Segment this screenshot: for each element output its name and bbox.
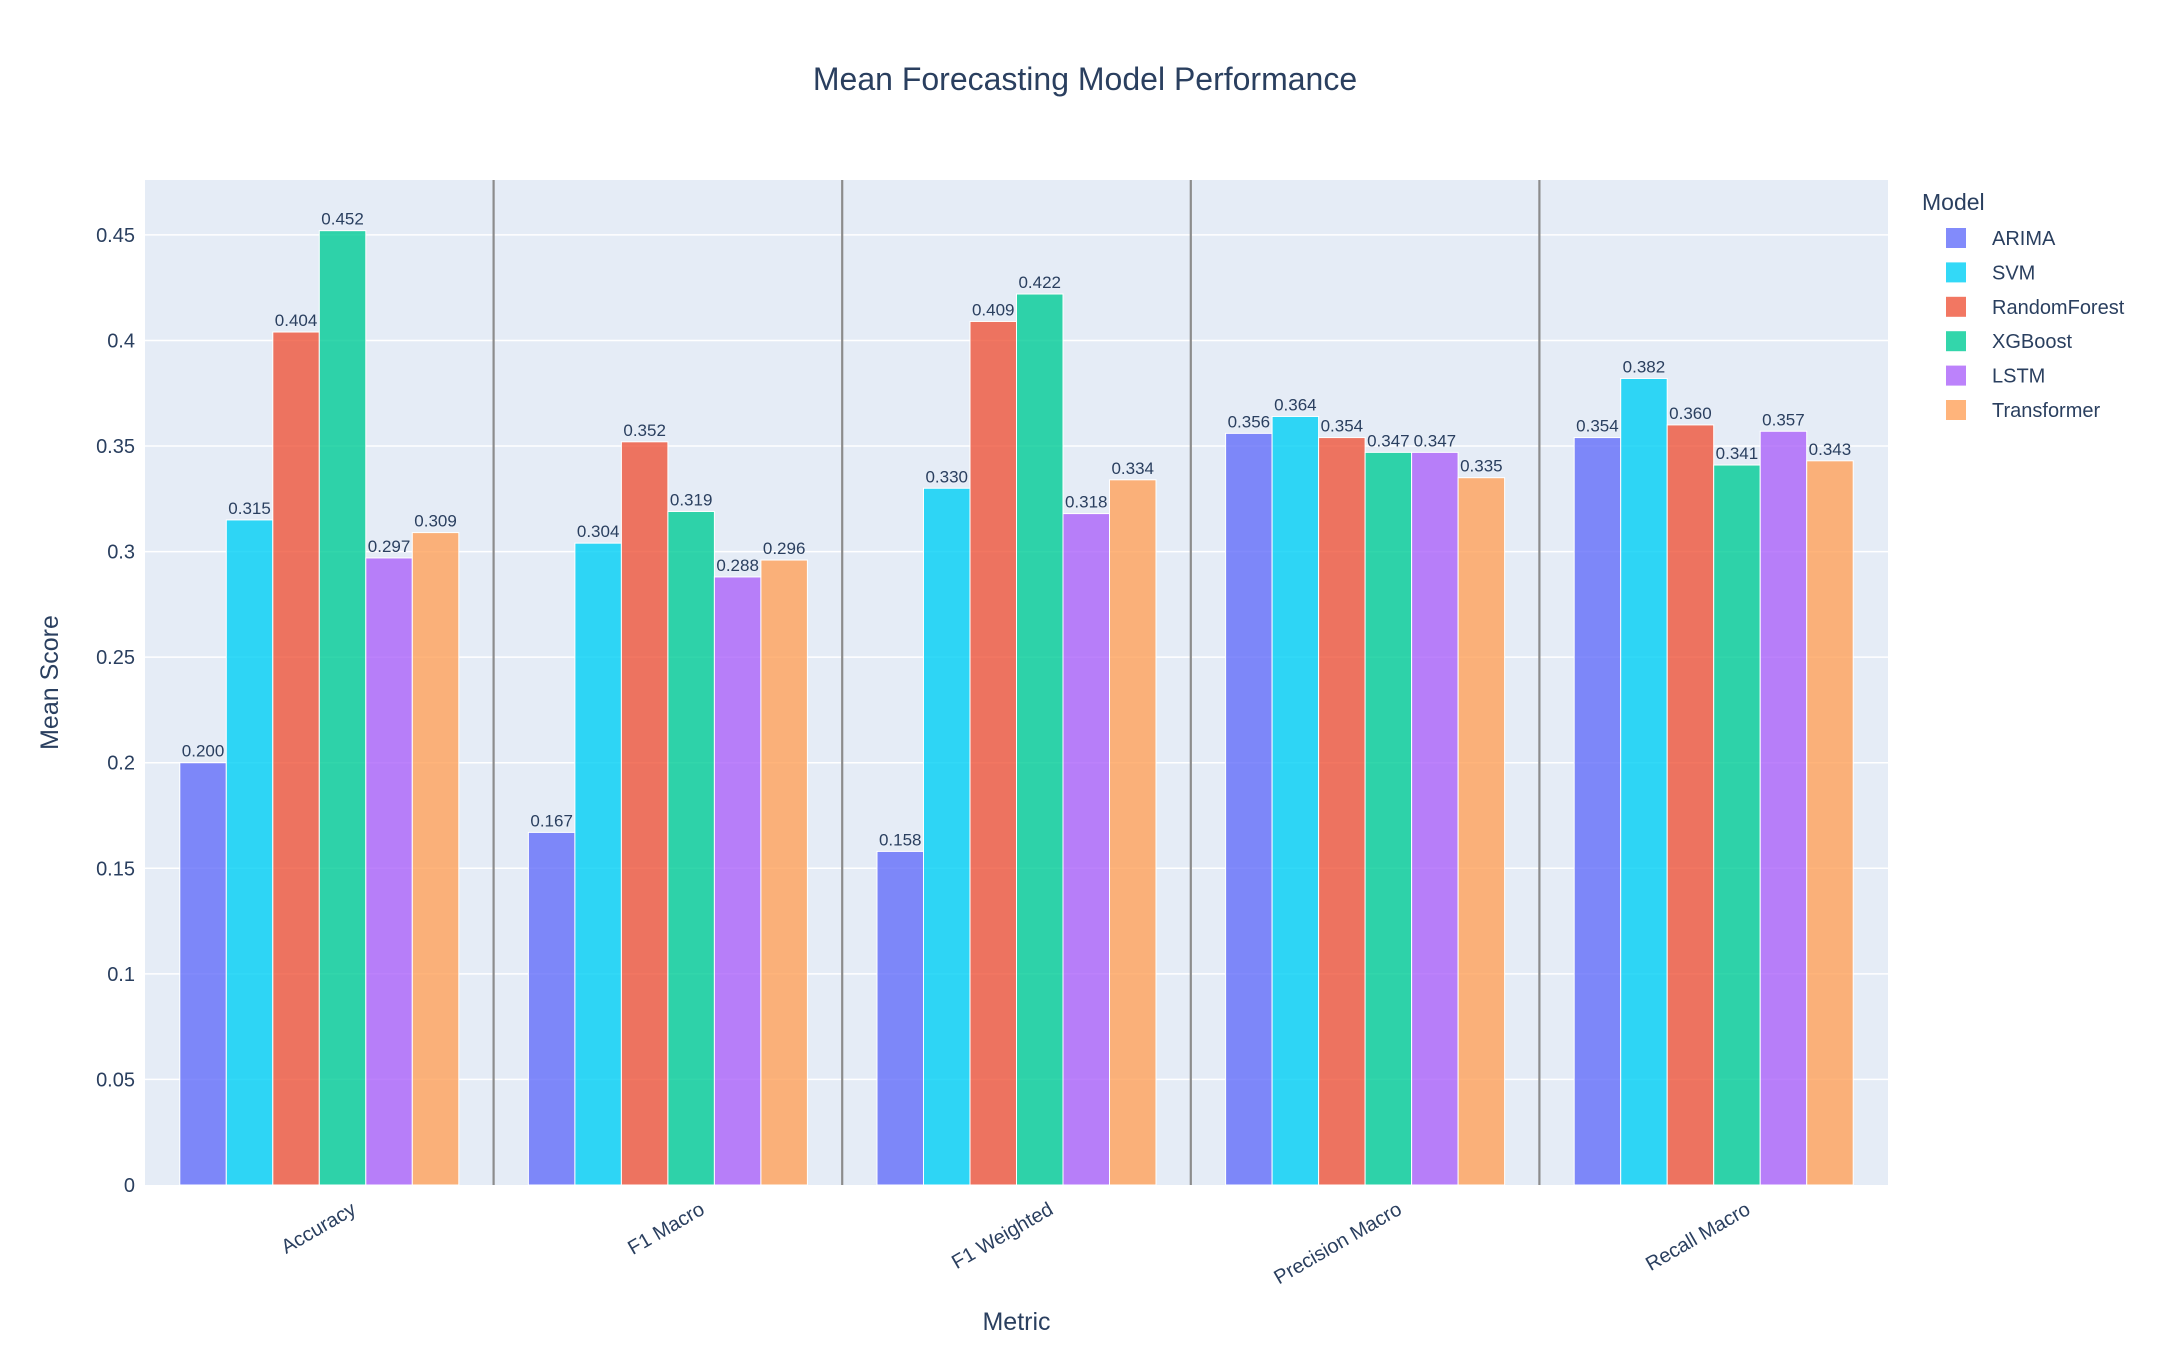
x-tick-label: F1 Macro <box>624 1198 708 1259</box>
legend-label: SVM <box>1992 262 2035 284</box>
bar-value-label: 0.452 <box>321 210 364 229</box>
bar-value-label: 0.343 <box>1809 440 1852 459</box>
legend-label: Transformer <box>1992 400 2101 422</box>
y-tick-label: 0.1 <box>107 964 135 986</box>
bar-value-label: 0.352 <box>623 421 666 440</box>
bar-value-label: 0.356 <box>1228 412 1271 431</box>
bar-value-label: 0.341 <box>1716 444 1759 463</box>
bar-value-label: 0.335 <box>1460 457 1503 476</box>
bar-value-label: 0.347 <box>1367 431 1410 450</box>
bar-svm-1 <box>574 542 622 1186</box>
bar-value-label: 0.334 <box>1111 459 1154 478</box>
bar-value-label: 0.422 <box>1018 273 1061 292</box>
bar-value-label: 0.296 <box>763 539 806 558</box>
y-tick-labels: 0 0.05 0.1 0.15 0.2 0.25 0.3 0.35 0.4 0.45 <box>96 225 135 1197</box>
y-tick-label: 0 <box>124 1175 135 1197</box>
legend-swatch-lstm <box>1946 365 1966 386</box>
bar-randomforest-3 <box>1318 437 1366 1186</box>
y-tick-label: 0.2 <box>107 753 135 775</box>
bar-value-label: 0.330 <box>925 467 968 486</box>
bar-value-label: 0.304 <box>577 522 620 541</box>
bar-value-label: 0.158 <box>879 830 922 849</box>
bar-arima-0 <box>179 762 227 1186</box>
bar-xgboost-0 <box>318 230 367 1186</box>
y-tick-label: 0.45 <box>96 225 135 247</box>
x-tick-label: Accuracy <box>278 1198 360 1258</box>
category-separators <box>492 180 1541 1185</box>
y-tick-label: 0.15 <box>96 858 135 880</box>
bar-lstm-0 <box>365 557 413 1186</box>
bar-svm-0 <box>225 519 274 1186</box>
bar-arima-2 <box>876 850 924 1186</box>
bar-lstm-2 <box>1062 513 1110 1186</box>
bar-xgboost-4 <box>1713 464 1761 1186</box>
bar-randomforest-1 <box>620 441 669 1186</box>
bar-value-label: 0.297 <box>368 537 411 556</box>
bar-arima-4 <box>1573 437 1622 1186</box>
bar-value-label: 0.364 <box>1274 395 1317 414</box>
bar-svm-3 <box>1271 415 1320 1186</box>
legend-title: Model <box>1922 189 1985 215</box>
x-tick-label: F1 Weighted <box>948 1198 1057 1274</box>
bar-value-label: 0.382 <box>1623 357 1666 376</box>
bar-lstm-4 <box>1759 430 1808 1186</box>
chart-title: Mean Forecasting Model Performance <box>813 61 1357 97</box>
legend-swatch-randomforest <box>1946 296 1966 317</box>
bar-value-label: 0.318 <box>1065 493 1108 512</box>
bar-svm-4 <box>1620 377 1668 1186</box>
bar-value-label: 0.409 <box>972 300 1015 319</box>
bar-value-label: 0.354 <box>1321 417 1364 436</box>
legend-label: RandomForest <box>1992 297 2125 319</box>
bar-value-label: 0.360 <box>1669 404 1712 423</box>
y-tick-label: 0.35 <box>96 436 135 458</box>
bar-value-label: 0.200 <box>182 742 225 761</box>
legend-swatch-arima <box>1946 228 1966 248</box>
bar-value-label: 0.288 <box>716 556 759 575</box>
legend-swatch-xgboost <box>1946 331 1966 352</box>
bar-svm-2 <box>923 487 971 1186</box>
legend-label: LSTM <box>1992 366 2045 388</box>
bar-xgboost-1 <box>667 510 715 1186</box>
bar-arima-1 <box>527 831 576 1186</box>
bar-value-label: 0.315 <box>228 499 271 518</box>
bar-value-label: 0.309 <box>414 512 457 531</box>
bar-transformer-3 <box>1457 477 1506 1186</box>
bars <box>179 230 1854 1186</box>
legend-swatch-transformer <box>1946 400 1966 420</box>
legend-label: XGBoost <box>1992 331 2072 353</box>
bar-transformer-0 <box>411 532 460 1186</box>
x-tick-labels: Accuracy F1 Macro F1 Weighted Precision Mac… <box>278 1198 1755 1289</box>
bar-randomforest-2 <box>969 320 1017 1186</box>
bar-xgboost-2 <box>1016 293 1064 1186</box>
bar-value-label: 0.167 <box>530 811 573 830</box>
legend-swatch-svm <box>1946 262 1966 283</box>
bar-value-label: 0.354 <box>1576 417 1619 436</box>
bar-value-label: 0.357 <box>1762 410 1805 429</box>
y-tick-label: 0.3 <box>107 542 135 564</box>
bar-value-label: 0.347 <box>1414 431 1457 450</box>
y-tick-label: 0.05 <box>96 1069 135 1091</box>
bar-transformer-4 <box>1806 460 1854 1186</box>
bar-randomforest-0 <box>272 331 320 1186</box>
legend-label: ARIMA <box>1992 228 2056 250</box>
bar-transformer-2 <box>1109 479 1157 1186</box>
x-axis-title: Metric <box>982 1308 1050 1336</box>
bar-randomforest-4 <box>1666 424 1715 1186</box>
bar-xgboost-3 <box>1364 451 1413 1186</box>
x-tick-label: Precision Macro <box>1270 1198 1405 1289</box>
bar-lstm-1 <box>713 576 762 1186</box>
bar-transformer-1 <box>760 559 808 1186</box>
bar-value-label: 0.404 <box>275 311 318 330</box>
y-tick-label: 0.25 <box>96 647 135 669</box>
bar-lstm-3 <box>1411 451 1459 1186</box>
legend: Model ARIMA SVM RandomForest XGBoost LSTM Tra… <box>1922 189 2125 422</box>
bar-arima-3 <box>1225 432 1273 1186</box>
y-tick-label: 0.4 <box>107 330 135 352</box>
bar-value-label: 0.319 <box>670 490 713 509</box>
y-axis-title: Mean Score <box>36 615 64 750</box>
x-tick-label: Recall Macro <box>1642 1198 1754 1275</box>
